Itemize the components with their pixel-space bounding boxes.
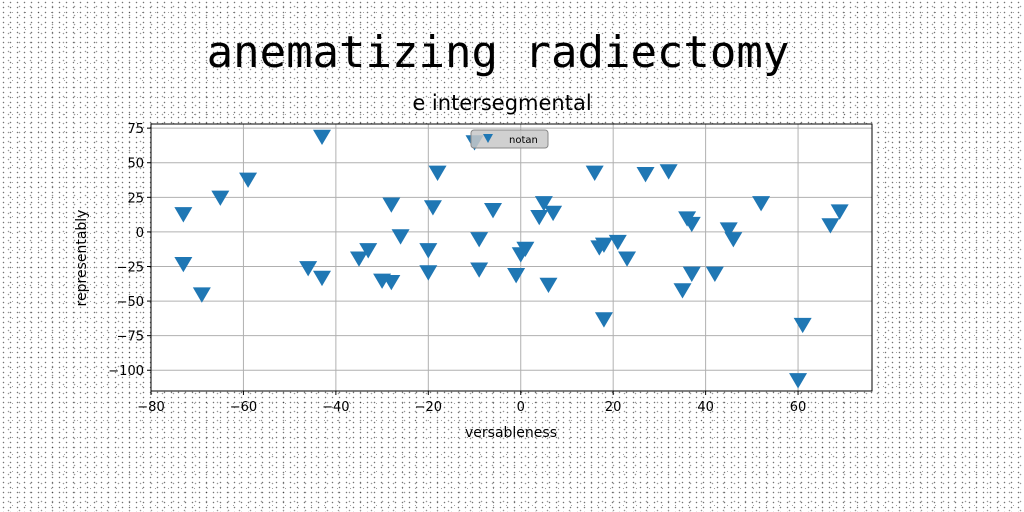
plot-area (151, 124, 872, 391)
y-tick-label: −75 (117, 330, 144, 345)
scatter-point (752, 196, 771, 212)
scatter-point (419, 265, 438, 281)
scatter-point (382, 274, 401, 291)
scatter-point (470, 232, 489, 248)
scatter-point (544, 205, 563, 222)
scatter-point (682, 216, 701, 233)
scatter-point (349, 251, 368, 267)
scatter-point (419, 243, 438, 259)
scatter-point (793, 317, 812, 334)
y-tick-label: 25 (127, 191, 144, 206)
scatter-point (313, 129, 332, 146)
scatter-point (719, 222, 738, 238)
x-tick-label: 60 (790, 400, 807, 415)
scatter-point (789, 373, 808, 389)
scatter-point (428, 165, 447, 181)
scatter-point (821, 218, 840, 234)
scatter-point (659, 164, 678, 180)
scatter-point (682, 266, 701, 282)
x-tick-label: −20 (415, 400, 442, 415)
scatter-point (618, 251, 637, 267)
scatter-point (673, 283, 692, 299)
scatter-point (724, 232, 743, 248)
x-tick-label: 40 (697, 400, 714, 415)
y-tick-label: −25 (117, 260, 144, 275)
scatter-point (174, 256, 193, 273)
scatter-point (507, 268, 526, 284)
y-tick-label: 0 (136, 226, 144, 241)
chart-title: anematizing radiectomy (207, 27, 790, 78)
x-tick-label: 20 (605, 400, 622, 415)
scatter-point (192, 287, 211, 303)
gridlines (150, 124, 872, 391)
scatter-point (530, 209, 549, 226)
x-tick-label: −60 (230, 400, 257, 415)
scatter-point (594, 312, 613, 328)
y-tick-label: −50 (117, 295, 144, 310)
series-notan (174, 129, 849, 389)
scatter-point (585, 165, 604, 181)
scatter-point (382, 197, 401, 213)
legend-marker-triangle-down (483, 134, 493, 143)
y-tick-label: 50 (127, 157, 144, 172)
scatter-point (636, 167, 655, 183)
scatter-point (539, 277, 558, 294)
legend-label-notan: notan (509, 135, 538, 146)
y-tick-label: 75 (127, 122, 144, 137)
scatter-point (391, 229, 410, 245)
scatter-point (594, 237, 613, 253)
plot-frame (150, 123, 873, 392)
legend: notan (470, 129, 549, 149)
scatter-point (174, 207, 193, 223)
scatter-point (470, 262, 489, 278)
x-tick-label: −80 (137, 400, 164, 415)
scatter-point (313, 270, 332, 287)
chart-subtitle: e intersegmental (412, 91, 591, 115)
scatter-point (299, 261, 318, 277)
y-tick-label: −100 (108, 364, 144, 379)
x-tick-label: 0 (517, 400, 525, 415)
scatter-point (359, 243, 378, 259)
scatter-point (608, 234, 627, 251)
scatter-point (516, 241, 535, 258)
x-axis-ticks: −80 −60 −40 −20 0 20 40 60 (137, 391, 806, 415)
scatter-point (239, 172, 258, 188)
scatter-point (211, 190, 230, 206)
y-axis-ticks: 75 50 25 0 −25 −50 −75 −100 (108, 122, 151, 379)
scatter-point (423, 200, 442, 216)
scatter-point (830, 204, 849, 220)
y-axis-label: representably (74, 210, 90, 307)
x-axis-label: versableness (465, 425, 557, 441)
scatter-point (705, 266, 724, 282)
scatter-point (484, 203, 503, 219)
x-tick-label: −40 (322, 400, 349, 415)
scatter-point (534, 196, 553, 212)
